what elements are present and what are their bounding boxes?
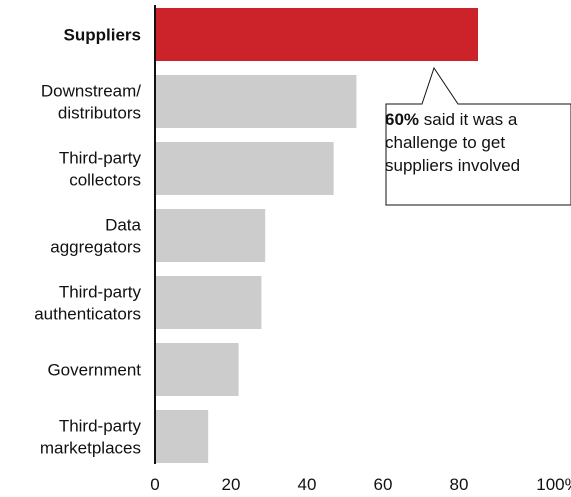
category-label: Downstream/distributors [41,82,141,123]
category-label: Suppliers [64,26,141,45]
category-label: Data aggregators [50,216,141,257]
bar-downstream-distributors [155,75,357,128]
annotation-callout-text: 60% said it was a challenge to get suppl… [385,108,571,177]
category-label: Third-party marketplaces [40,417,142,458]
bar-third-party-marketplaces [155,410,209,463]
x-tick-label: 100% [536,475,571,494]
x-tick-label: 20 [222,475,241,494]
category-label: Third-party collectors [59,149,142,190]
annotation-emphasis: 60% [385,110,420,129]
category-label: Government [47,361,141,380]
x-tick-label: 40 [298,475,317,494]
bar-third-party-authenticators [155,276,262,329]
bar-suppliers [155,8,478,61]
annotation-callout-box [385,66,571,206]
x-tick-label: 0 [150,475,159,494]
annotation-text: said it was a challenge to get suppliers… [385,110,521,175]
bar-government [155,343,239,396]
bar-third-party-collectors [155,142,334,195]
category-label: Third-party authenticators [34,283,141,324]
bar-data-aggregators [155,209,266,262]
x-tick-label: 60 [374,475,393,494]
x-tick-label: 80 [450,475,469,494]
